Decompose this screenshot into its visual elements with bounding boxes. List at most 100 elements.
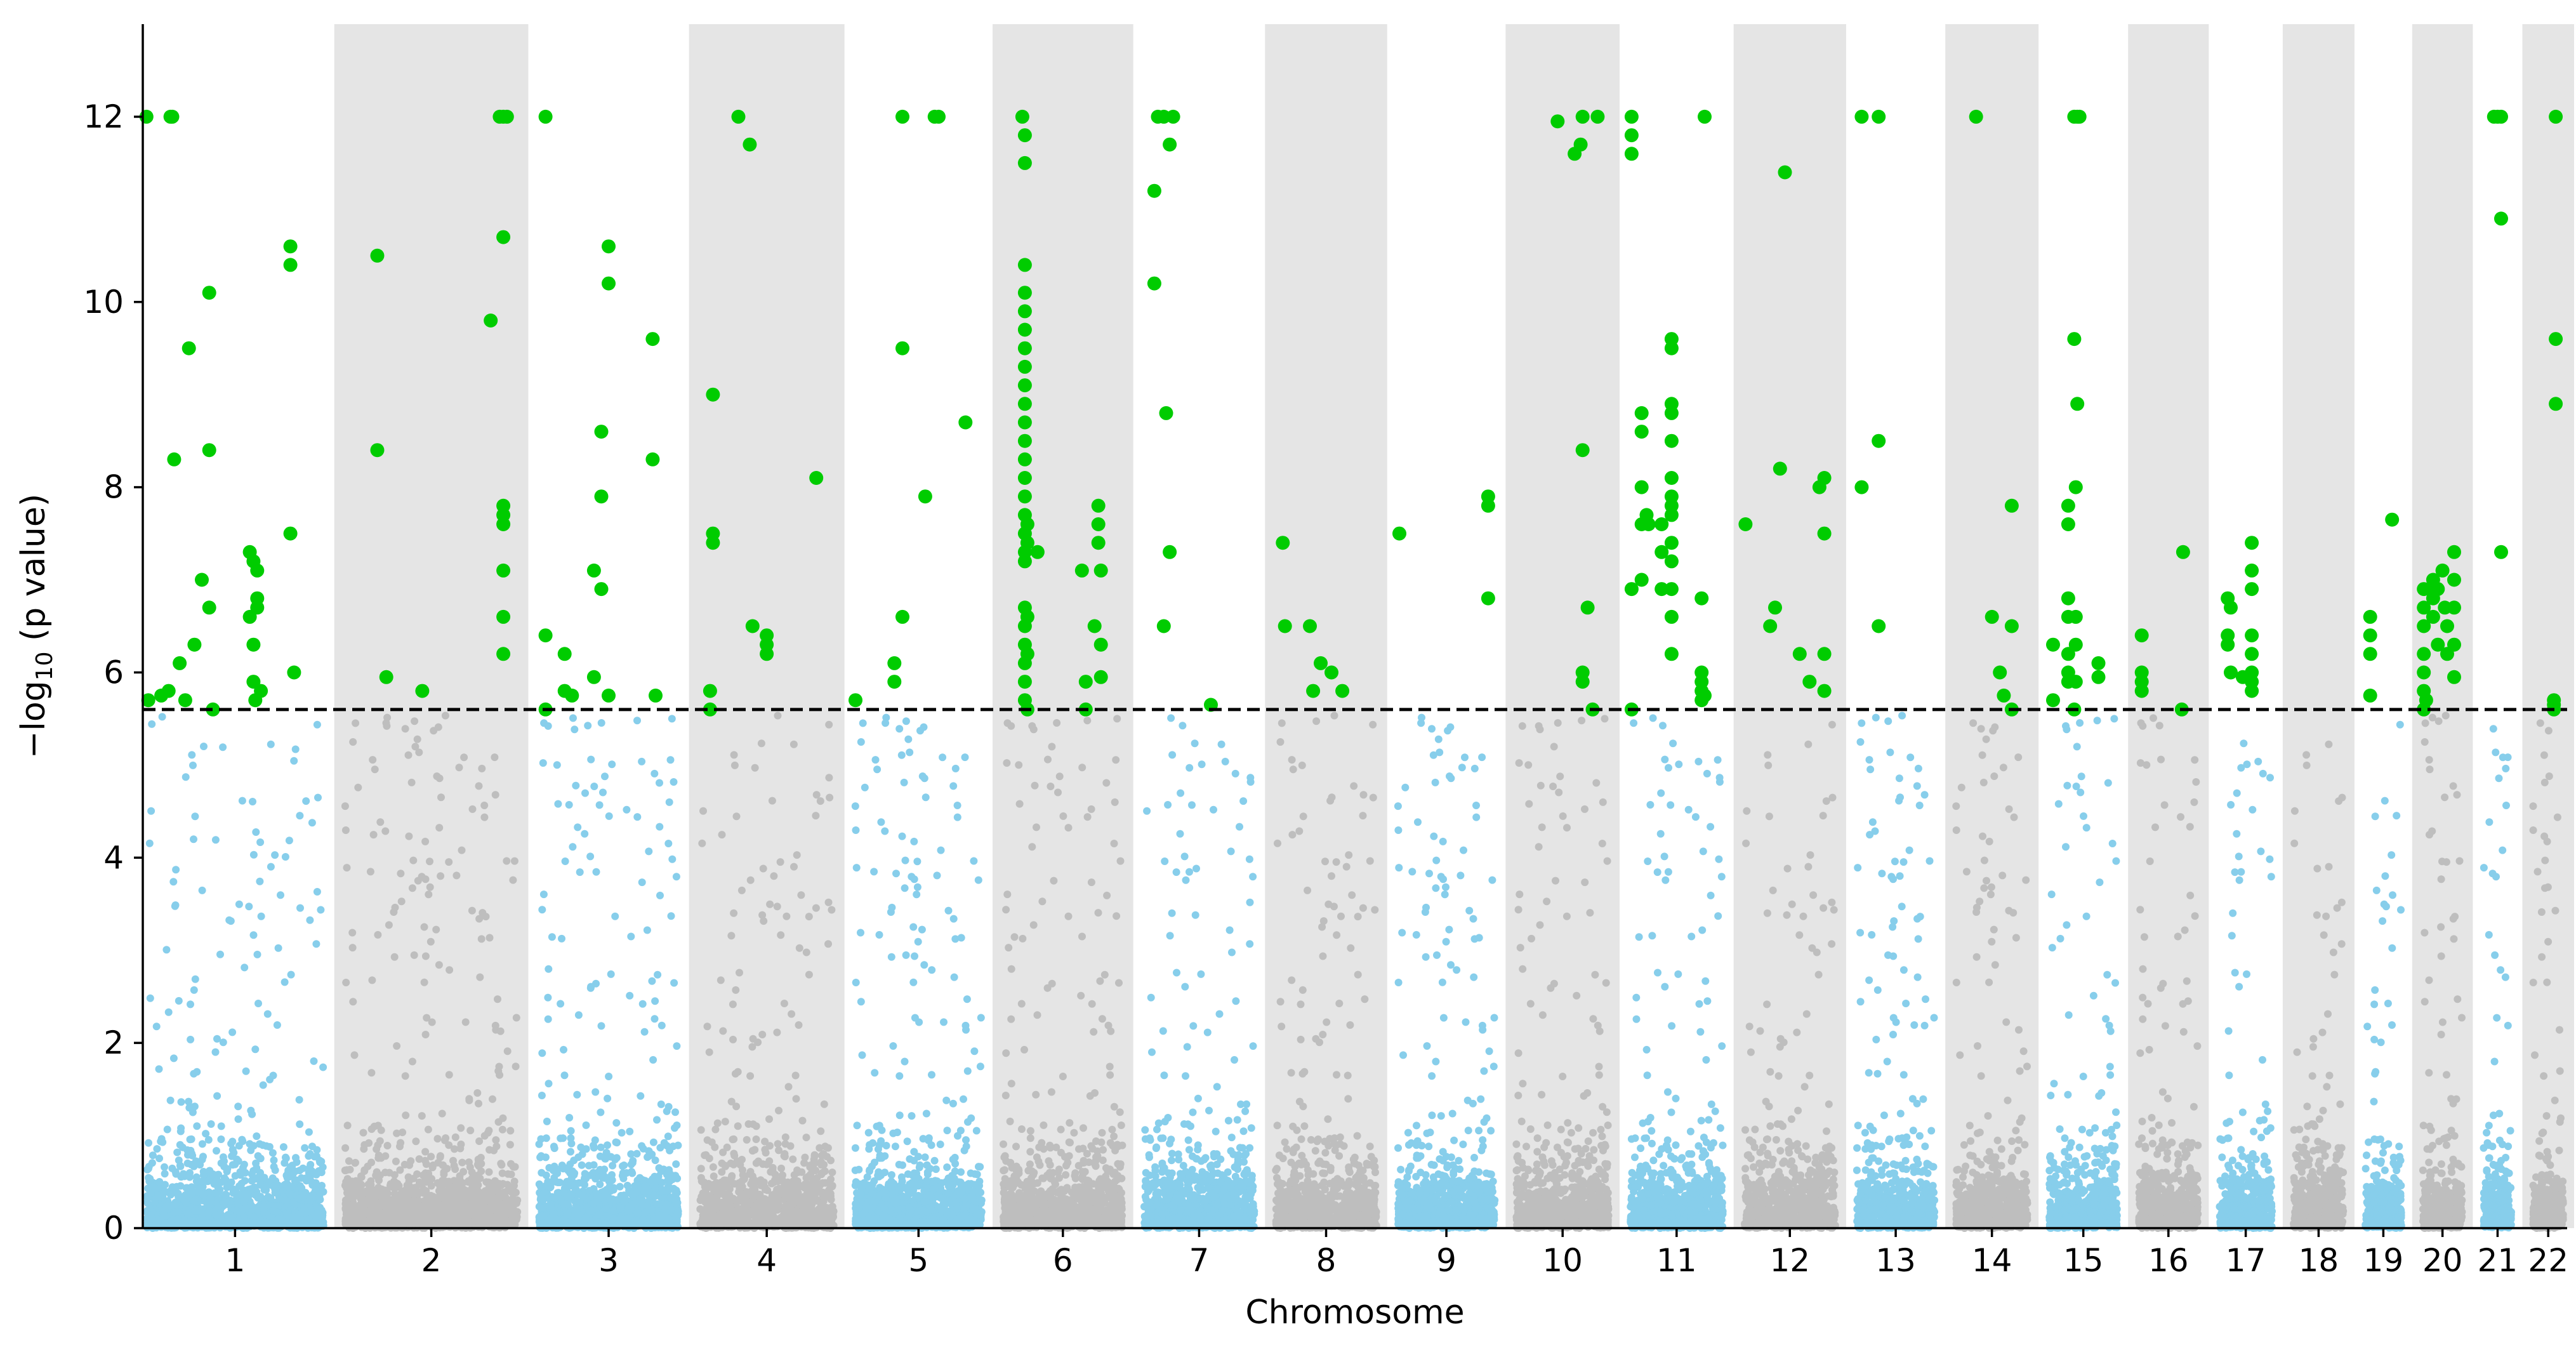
- snp-point: [824, 898, 833, 906]
- snp-point: [246, 1140, 254, 1148]
- snp-point: [539, 1204, 547, 1212]
- snp-point: [253, 1132, 261, 1141]
- snp-point: [729, 1000, 737, 1009]
- snps-chr-3: [535, 714, 682, 1232]
- snp-point: [819, 1188, 827, 1196]
- snp-point: [788, 1010, 796, 1018]
- snp-point: [909, 923, 918, 931]
- snp-point: [420, 923, 428, 931]
- snp-point: [490, 1219, 498, 1227]
- snp-point: [147, 1189, 155, 1197]
- snp-point: [717, 976, 725, 984]
- snp-point: [296, 1120, 304, 1128]
- snp-point: [446, 966, 454, 974]
- snp-point: [314, 793, 322, 802]
- snp-point: [425, 890, 433, 899]
- snp-point: [827, 1196, 835, 1203]
- snp-point: [550, 1144, 558, 1153]
- snp-point: [411, 743, 419, 751]
- snp-point: [352, 1158, 359, 1167]
- snp-point: [318, 1182, 326, 1189]
- snp-point: [374, 930, 382, 939]
- snp-point: [345, 1191, 353, 1199]
- snp-point: [963, 995, 971, 1003]
- snp-point: [616, 1182, 624, 1191]
- snp-point: [219, 1038, 227, 1047]
- snp-point: [215, 1170, 223, 1179]
- snp-point: [746, 1170, 754, 1178]
- snp-point: [664, 1132, 672, 1141]
- snp-point: [441, 1136, 449, 1144]
- snp-point: [313, 888, 321, 896]
- snp-point: [736, 969, 743, 977]
- snp-point: [235, 900, 243, 908]
- snp-point: [205, 1188, 213, 1196]
- snp-point: [612, 1119, 621, 1127]
- snp-point: [288, 1161, 296, 1170]
- snp-point: [597, 1108, 605, 1116]
- snp-point: [581, 830, 589, 838]
- snp-point: [414, 877, 422, 885]
- snp-point: [789, 1155, 797, 1163]
- snp-point: [590, 783, 598, 790]
- snp-point: [294, 1194, 303, 1203]
- snp-point: [421, 952, 430, 960]
- snp-point: [273, 1021, 281, 1029]
- snp-point: [177, 1098, 185, 1106]
- snp-point: [413, 735, 421, 743]
- snp-point: [802, 1174, 810, 1182]
- snp-point: [412, 1137, 420, 1146]
- snp-point: [213, 1211, 221, 1219]
- snp-point: [426, 883, 434, 891]
- snp-point: [439, 1177, 446, 1185]
- snp-point: [825, 774, 833, 782]
- snp-point: [623, 1181, 631, 1189]
- snp-point: [475, 1099, 482, 1108]
- snp-point: [826, 793, 834, 802]
- snp-point: [432, 925, 440, 934]
- snp-point: [623, 805, 631, 814]
- snp-point: [503, 1181, 512, 1189]
- snp-point: [421, 837, 430, 845]
- snp-point: [196, 1207, 204, 1215]
- snp-point: [390, 1184, 399, 1192]
- snp-point: [188, 1108, 197, 1116]
- snp-point: [601, 772, 609, 781]
- snp-point: [561, 857, 569, 865]
- snp-point: [554, 800, 562, 808]
- snp-point: [627, 1160, 635, 1168]
- snp-point: [445, 1202, 453, 1210]
- snp-point: [673, 1042, 681, 1050]
- snp-point: [385, 921, 393, 929]
- snp-point: [777, 931, 785, 939]
- snp-point: [656, 1144, 664, 1152]
- snp-point: [578, 1193, 586, 1201]
- snp-point: [213, 1092, 221, 1100]
- snp-point: [305, 1128, 313, 1136]
- snp-point: [190, 986, 198, 994]
- snp-point: [293, 1213, 301, 1221]
- snp-point: [249, 931, 258, 939]
- snp-point: [718, 1186, 725, 1194]
- snp-point: [376, 818, 385, 826]
- snp-point: [853, 1122, 861, 1130]
- snp-point: [451, 1133, 459, 1141]
- snp-point: [271, 1189, 279, 1197]
- snp-point: [455, 764, 463, 772]
- snp-point: [795, 1021, 803, 1029]
- snp-point: [949, 782, 958, 790]
- snp-point: [242, 1067, 250, 1075]
- snp-point: [202, 1130, 210, 1138]
- snp-point: [352, 719, 360, 727]
- snp-point: [569, 843, 577, 851]
- snp-point: [154, 1191, 162, 1200]
- snp-point: [726, 1195, 734, 1203]
- snp-point: [229, 1185, 237, 1193]
- snp-point: [239, 1166, 247, 1174]
- snp-point: [581, 1215, 590, 1222]
- snp-point: [503, 1047, 512, 1056]
- snp-point: [481, 1203, 489, 1212]
- snp-point: [371, 765, 379, 774]
- band-chr-14: [1945, 24, 2039, 1228]
